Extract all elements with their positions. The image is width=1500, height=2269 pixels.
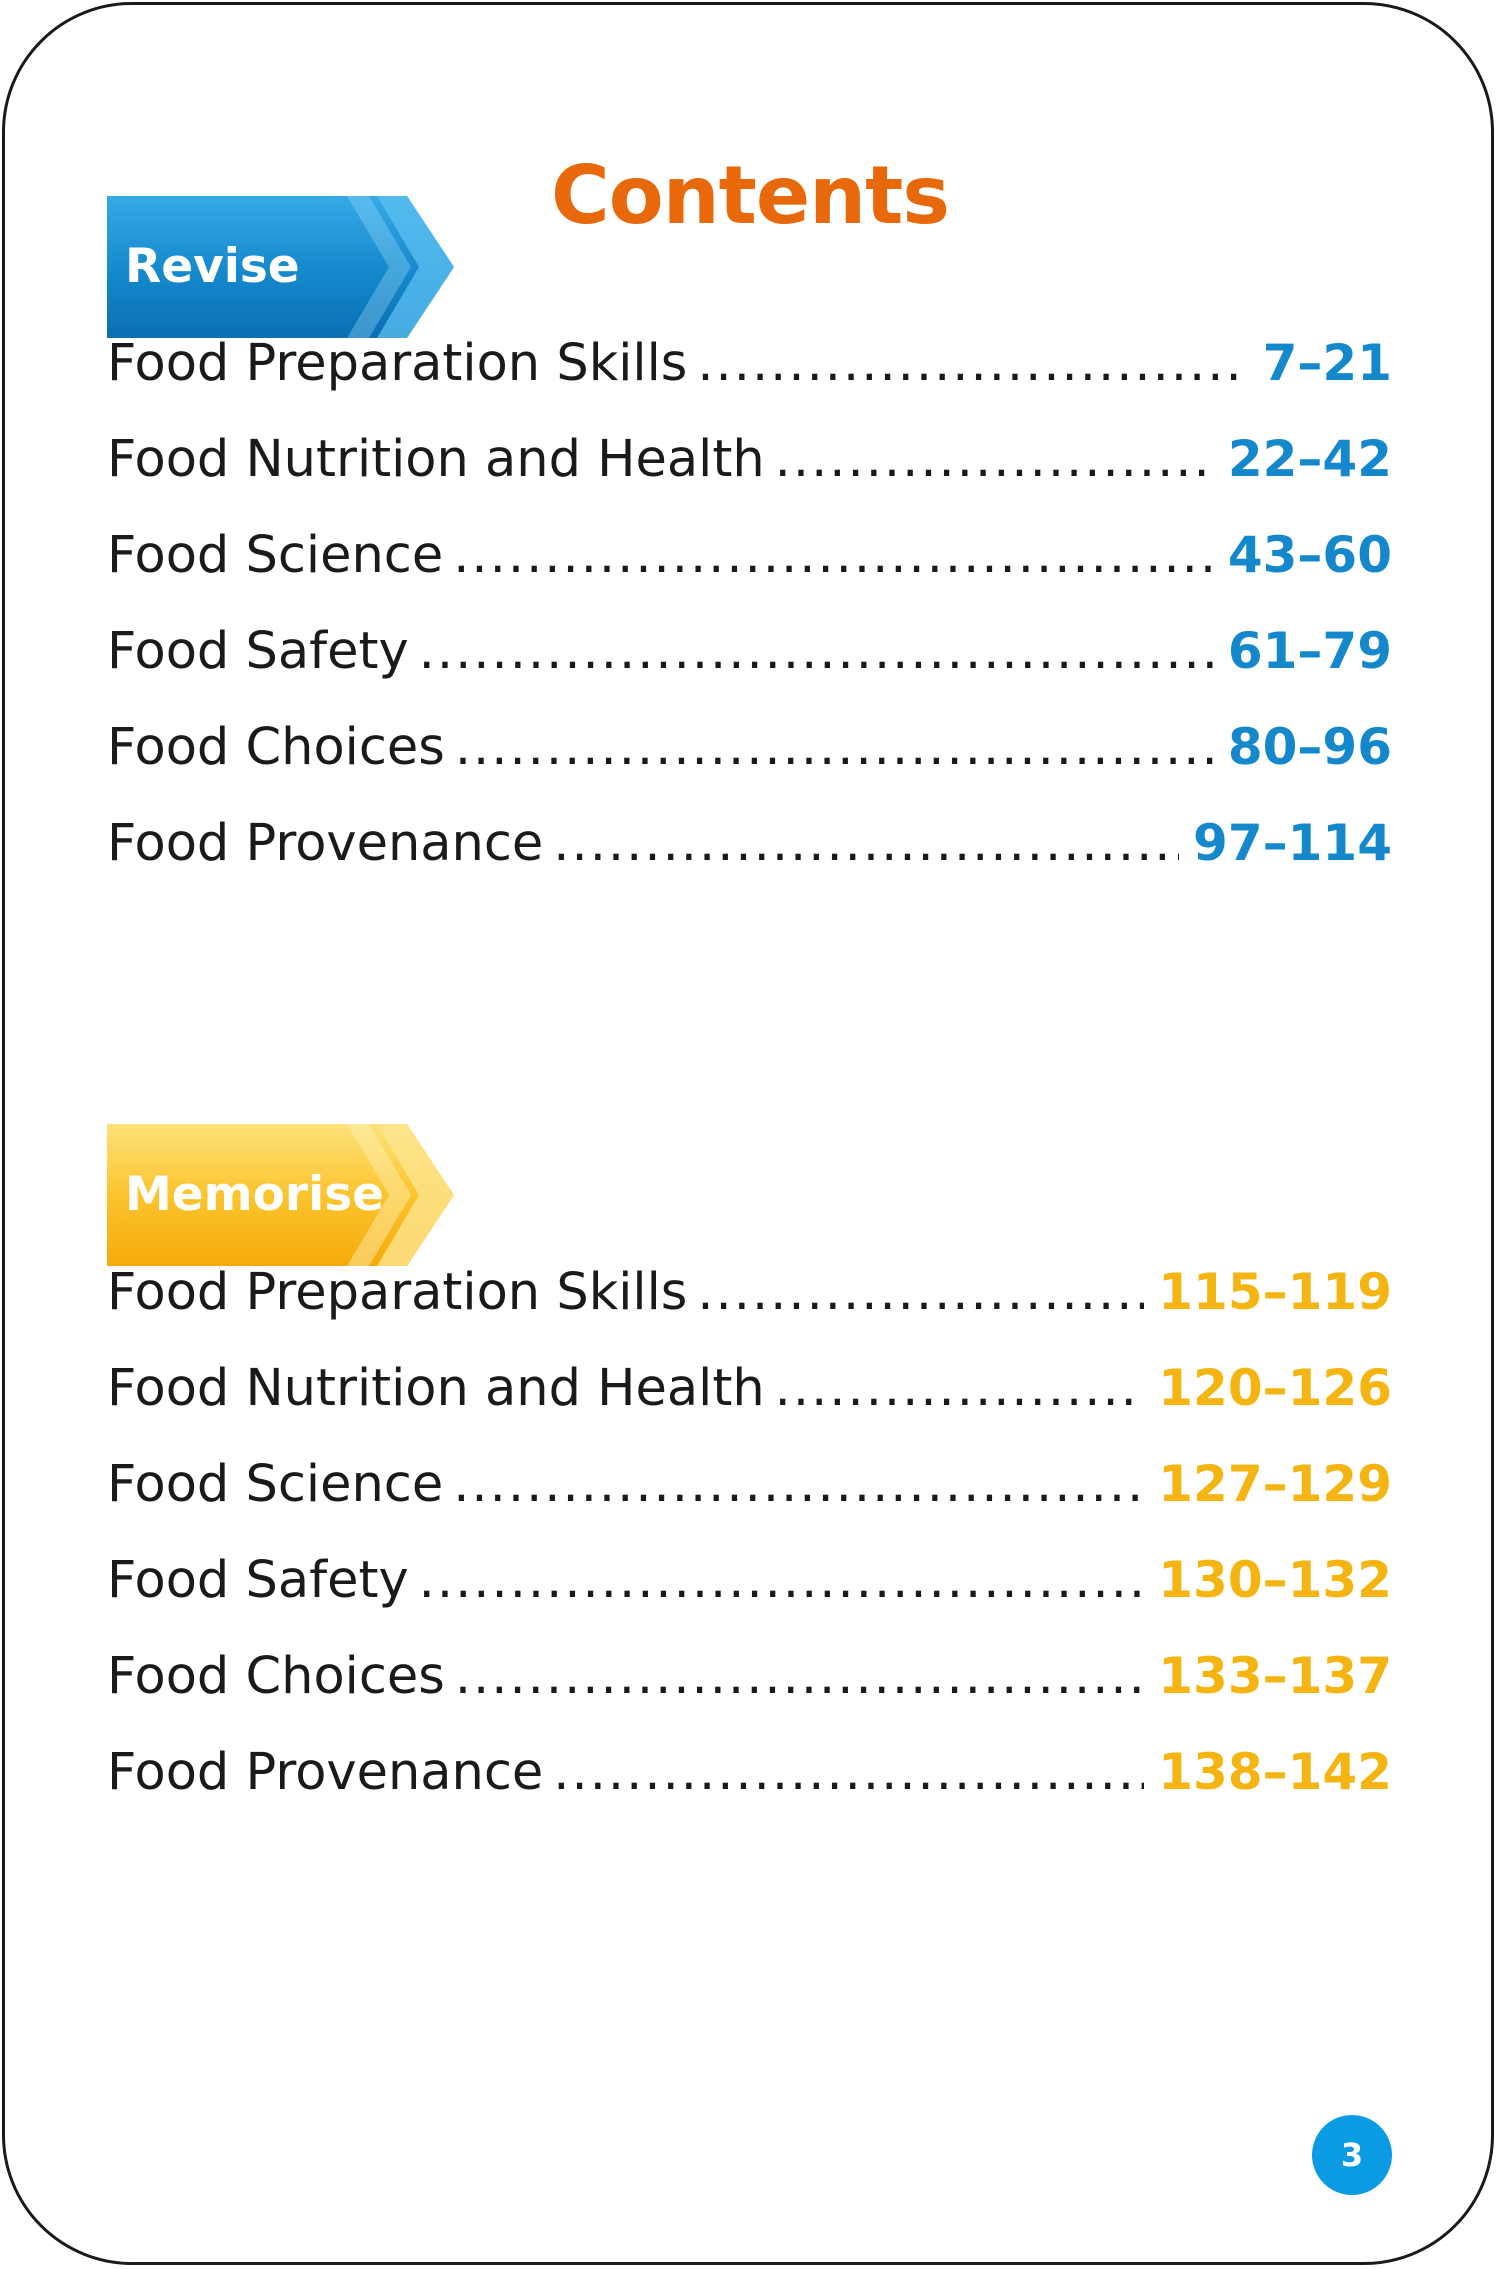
- toc-entry: Food Provenance 138–142: [107, 1743, 1392, 1839]
- dot-leader: [775, 430, 1214, 489]
- dot-leader: [419, 622, 1214, 681]
- toc-entry: Food Science 43–60: [107, 526, 1392, 622]
- section-label: Memorise: [125, 1167, 385, 1222]
- section-label: Revise: [125, 239, 300, 294]
- dot-leader: [697, 1263, 1144, 1322]
- banner-arrow-shape: [107, 196, 454, 338]
- banner-arrow-shape: [107, 1124, 454, 1266]
- toc-entry: Food Science 127–129: [107, 1455, 1392, 1551]
- toc-page-range: 120–126: [1158, 1359, 1392, 1417]
- toc-list-memorise: Food Preparation Skills 115–119 Food Nut…: [107, 1263, 1392, 1839]
- toc-page-range: 127–129: [1158, 1455, 1392, 1513]
- toc-entry: Food Choices 80–96: [107, 718, 1392, 814]
- toc-topic: Food Choices: [107, 1647, 445, 1706]
- toc-page-range: 97–114: [1193, 814, 1392, 872]
- toc-entry: Food Preparation Skills 7–21: [107, 334, 1392, 430]
- dot-leader: [455, 1647, 1144, 1706]
- toc-entry: Food Safety 61–79: [107, 622, 1392, 718]
- toc-entry: Food Safety 130–132: [107, 1551, 1392, 1647]
- toc-topic: Food Nutrition and Health: [107, 1359, 765, 1418]
- page-title: Contents: [551, 148, 950, 242]
- toc-entry: Food Provenance 97–114: [107, 814, 1392, 910]
- toc-entry: Food Nutrition and Health 120–126: [107, 1359, 1392, 1455]
- dot-leader: [553, 1743, 1144, 1802]
- dot-leader: [455, 718, 1214, 777]
- toc-page-range: 138–142: [1158, 1743, 1392, 1801]
- toc-entry: Food Choices 133–137: [107, 1647, 1392, 1743]
- dot-leader: [697, 334, 1248, 393]
- toc-page-range: 115–119: [1158, 1263, 1392, 1321]
- toc-topic: Food Safety: [107, 1551, 409, 1610]
- section-banner-memorise: Memorise: [107, 1124, 455, 1266]
- toc-topic: Food Provenance: [107, 814, 544, 873]
- dot-leader: [453, 526, 1214, 585]
- toc-page-range: 7–21: [1262, 334, 1392, 392]
- toc-entry: Food Nutrition and Health 22–42: [107, 430, 1392, 526]
- toc-entry: Food Preparation Skills 115–119: [107, 1263, 1392, 1359]
- toc-page-range: 61–79: [1227, 622, 1392, 680]
- toc-list-revise: Food Preparation Skills 7–21 Food Nutrit…: [107, 334, 1392, 910]
- dot-leader: [553, 814, 1179, 873]
- toc-page-range: 22–42: [1227, 430, 1392, 488]
- toc-page-range: 80–96: [1227, 718, 1392, 776]
- toc-topic: Food Preparation Skills: [107, 334, 688, 393]
- toc-topic: Food Preparation Skills: [107, 1263, 688, 1322]
- section-banner-revise: Revise: [107, 196, 455, 338]
- toc-page-range: 130–132: [1158, 1551, 1392, 1609]
- toc-topic: Food Nutrition and Health: [107, 430, 765, 489]
- dot-leader: [453, 1455, 1144, 1514]
- toc-topic: Food Safety: [107, 622, 409, 681]
- toc-topic: Food Provenance: [107, 1743, 544, 1802]
- toc-page-range: 43–60: [1227, 526, 1392, 584]
- dot-leader: [775, 1359, 1145, 1418]
- toc-topic: Food Science: [107, 1455, 444, 1514]
- page-number-badge: 3: [1312, 2115, 1392, 2195]
- toc-page-range: 133–137: [1158, 1647, 1392, 1705]
- toc-topic: Food Science: [107, 526, 444, 585]
- dot-leader: [419, 1551, 1145, 1610]
- toc-topic: Food Choices: [107, 718, 445, 777]
